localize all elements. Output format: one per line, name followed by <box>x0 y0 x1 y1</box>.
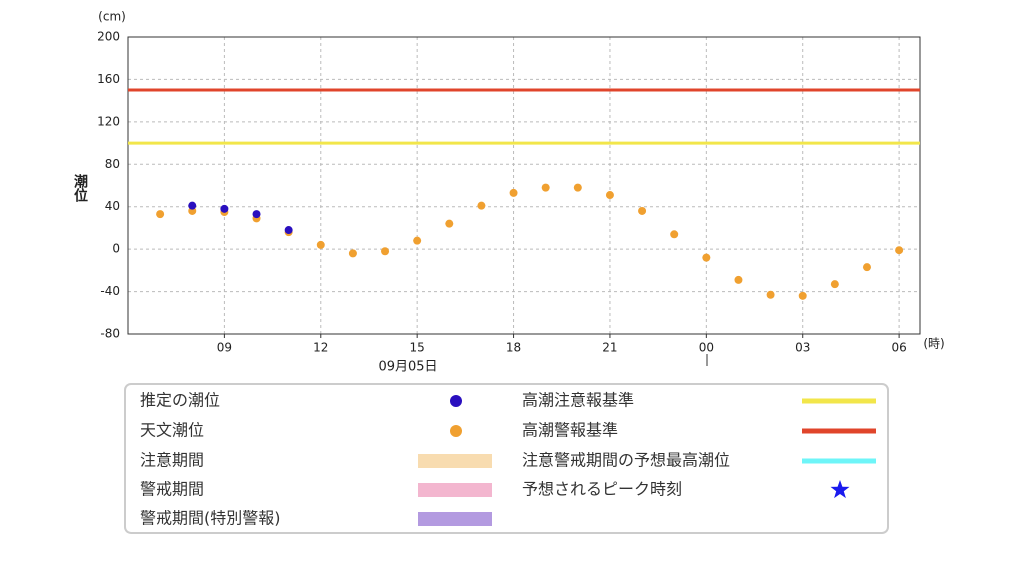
y-tick-label: 0 <box>112 242 120 256</box>
data-point <box>477 201 486 210</box>
x-tick-label: 12 <box>313 341 328 355</box>
legend-swatch <box>418 454 492 468</box>
y-tick-label: 80 <box>105 157 120 171</box>
data-point <box>381 247 390 256</box>
legend-label: 高潮警報基準 <box>522 421 618 440</box>
data-point <box>702 253 711 262</box>
legend-label: 警戒期間 <box>140 480 204 499</box>
date-label: 09月05日 <box>378 360 437 375</box>
y-axis-label: 潮位 <box>72 173 88 203</box>
data-point <box>188 201 197 210</box>
y-tick-label: -80 <box>100 327 120 341</box>
y-tick-label: 40 <box>105 199 120 213</box>
legend-label: 予想されるピーク時刻 <box>522 480 682 499</box>
x-unit: (時) <box>923 337 944 351</box>
y-tick-label: 160 <box>97 72 120 86</box>
legend-label: 天文潮位 <box>140 421 204 440</box>
legend-label: 高潮注意報基準 <box>522 391 634 410</box>
legend-marker <box>802 398 876 404</box>
data-point <box>605 191 614 200</box>
data-point <box>445 219 454 228</box>
data-point <box>316 240 325 249</box>
legend-label: 推定の潮位 <box>140 391 220 410</box>
data-point <box>638 206 647 215</box>
y-unit: (cm) <box>98 10 126 24</box>
legend-label: 注意警戒期間の予想最高潮位 <box>522 451 730 470</box>
data-point <box>798 291 807 300</box>
x-tick-label: 09 <box>217 341 232 355</box>
legend-marker <box>450 425 462 437</box>
x-tick-label: 06 <box>891 341 906 355</box>
legend-swatch <box>418 512 492 526</box>
legend-marker <box>802 458 876 464</box>
data-point <box>413 236 422 245</box>
data-point <box>541 183 550 192</box>
data-point <box>220 204 229 213</box>
data-point <box>862 263 871 272</box>
legend-box <box>124 383 889 534</box>
x-tick-label: 00 <box>699 341 714 355</box>
legend-label: 注意期間 <box>140 451 204 470</box>
x-tick-label: 15 <box>410 341 425 355</box>
legend-marker <box>450 395 462 407</box>
data-point <box>766 290 775 299</box>
legend-label: 警戒期間(特別警報) <box>140 509 281 528</box>
data-point <box>670 230 679 239</box>
data-point <box>734 275 743 284</box>
x-tick-label: 03 <box>795 341 810 355</box>
plot-frame <box>127 36 921 335</box>
data-point <box>573 183 582 192</box>
y-tick-label: 120 <box>97 114 120 128</box>
legend-star <box>830 480 850 499</box>
data-point <box>156 210 165 219</box>
y-tick-label: 200 <box>97 30 120 44</box>
data-point <box>284 226 293 235</box>
legend-swatch <box>418 483 492 497</box>
legend-marker <box>802 428 876 434</box>
y-axis-label-text: 潮位 <box>72 173 88 203</box>
data-point <box>252 210 261 219</box>
x-tick-label: 21 <box>602 341 617 355</box>
data-point <box>830 280 839 289</box>
data-point <box>509 188 518 197</box>
data-point <box>348 249 357 258</box>
y-tick-label: -40 <box>100 284 120 298</box>
x-tick-label: 18 <box>506 341 521 355</box>
data-point <box>895 246 904 255</box>
